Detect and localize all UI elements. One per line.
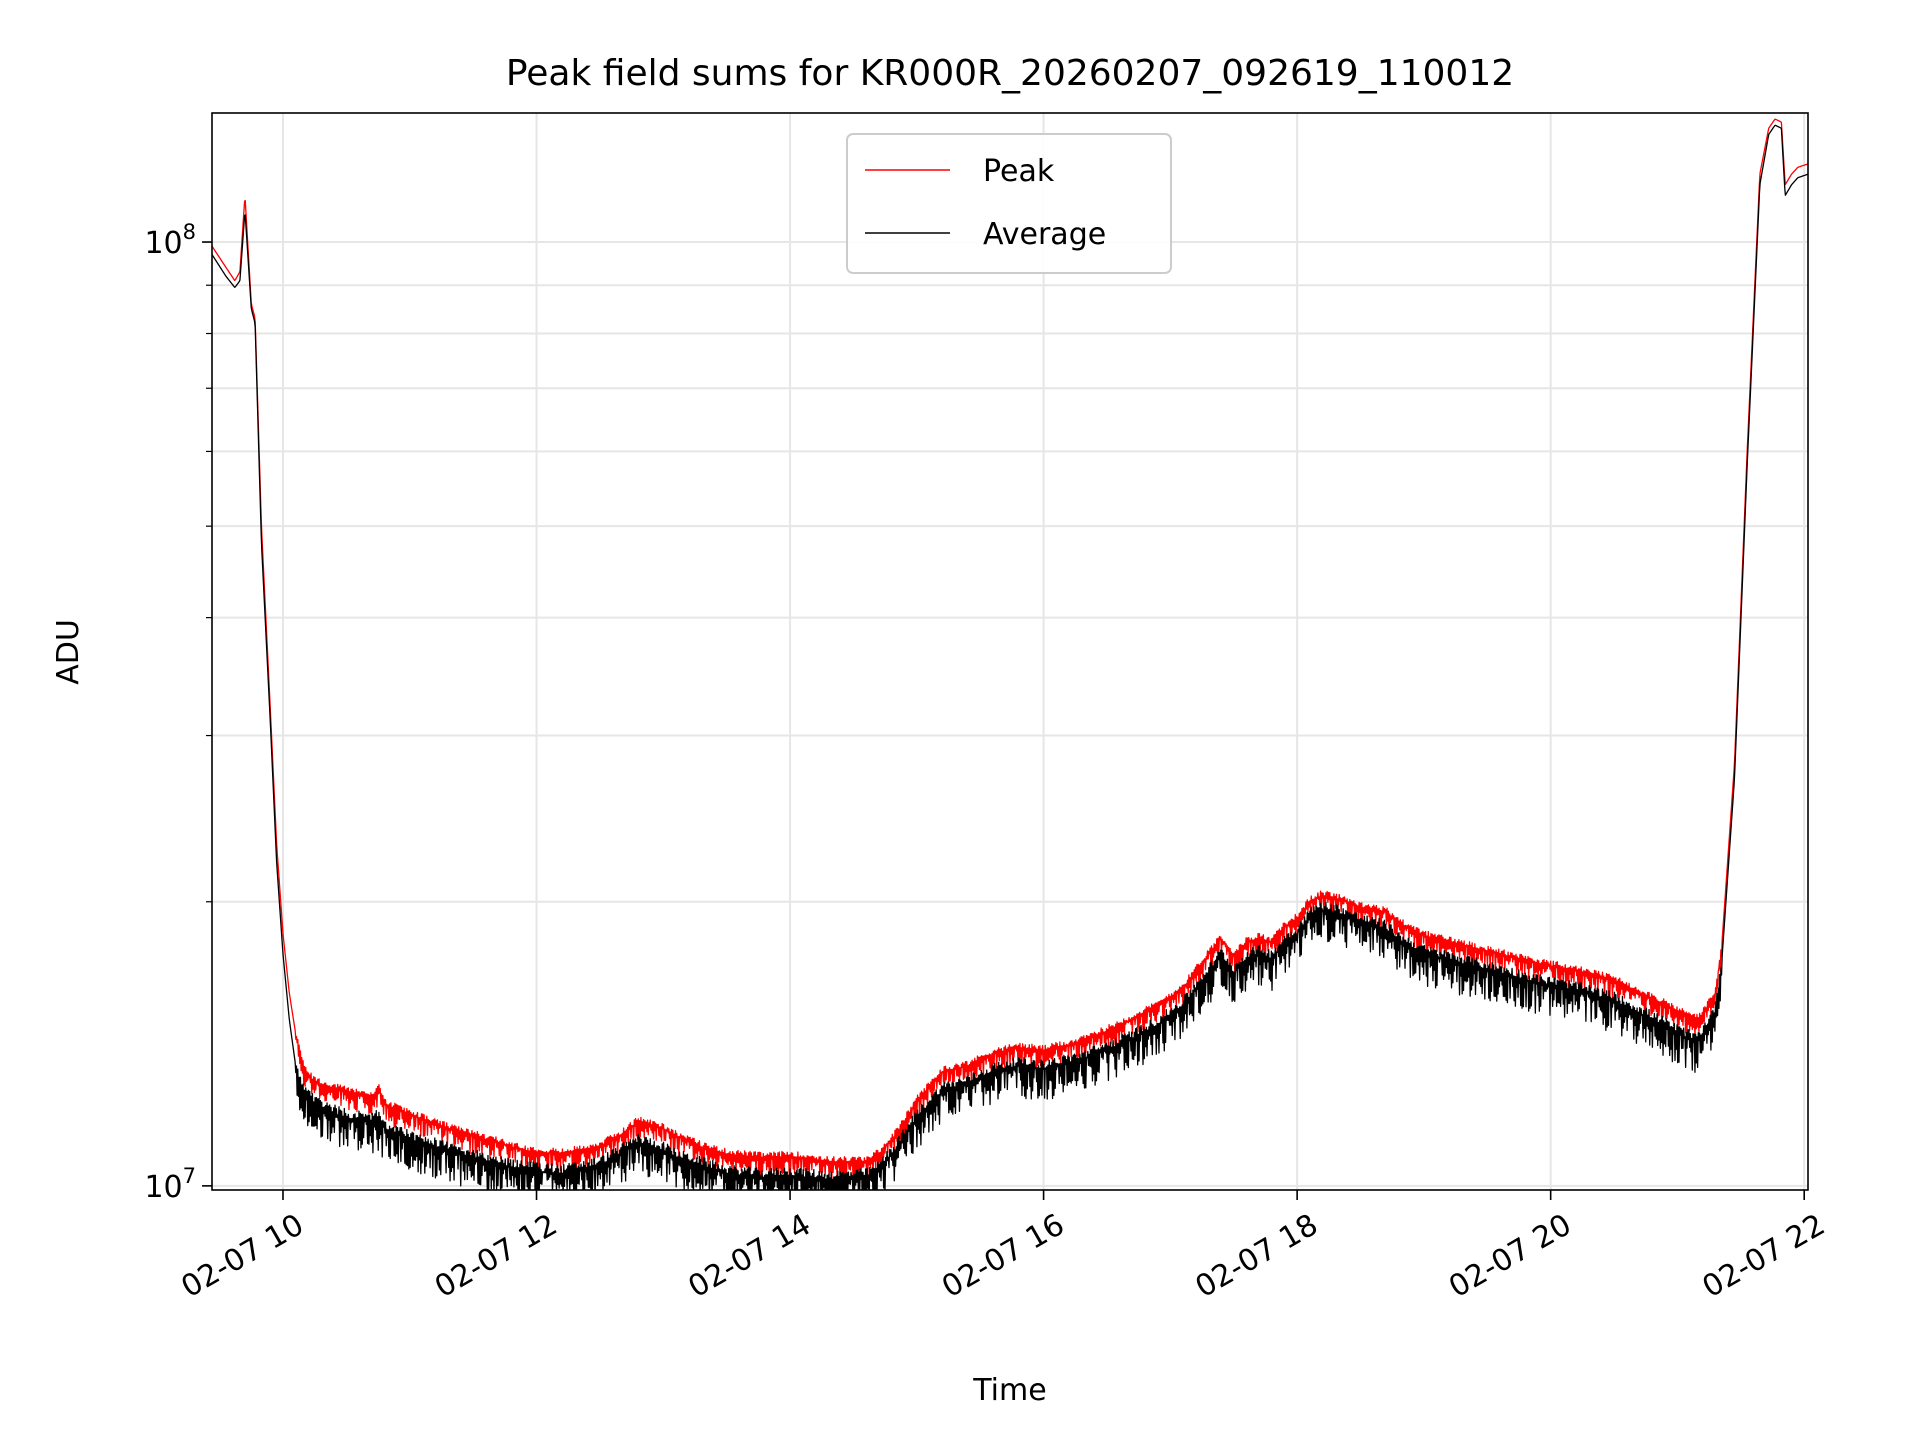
y-tick-label: 107 — [144, 1164, 196, 1205]
legend: Peak Average — [846, 133, 1172, 274]
y-tick-exponent: 8 — [183, 220, 196, 244]
legend-box — [846, 133, 1172, 274]
y-tick-exponent: 7 — [183, 1164, 196, 1188]
y-tick-base: 10 — [144, 1170, 182, 1205]
y-tick-base: 10 — [144, 226, 182, 261]
grid — [212, 113, 1808, 1190]
chart-title: Peak field sums for KR000R_20260207_0926… — [506, 53, 1514, 94]
x-axis-label: Time — [972, 1373, 1046, 1408]
legend-label-average: Average — [983, 217, 1106, 252]
plot-area — [212, 113, 1808, 1190]
plot-frame — [211, 112, 1809, 1191]
y-axis-label: ADU — [51, 619, 86, 685]
legend-label-peak: Peak — [983, 154, 1055, 189]
y-tick-label: 108 — [144, 220, 196, 261]
series-group — [212, 118, 1808, 1190]
series-line-average — [212, 124, 1808, 1190]
